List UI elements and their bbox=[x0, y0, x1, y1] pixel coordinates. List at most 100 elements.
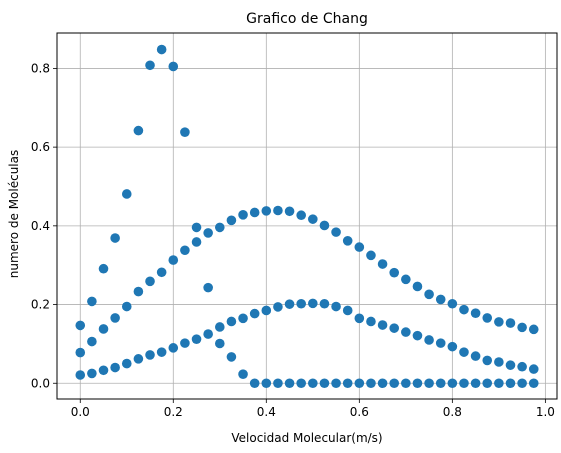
data-point bbox=[377, 378, 388, 389]
data-point bbox=[331, 378, 341, 389]
y-tick-label: 0.2 bbox=[31, 298, 50, 312]
data-point bbox=[238, 369, 248, 380]
data-point bbox=[424, 378, 434, 389]
data-point bbox=[168, 343, 179, 353]
data-point bbox=[459, 378, 469, 389]
data-point bbox=[401, 378, 411, 389]
data-point bbox=[145, 276, 155, 287]
data-point bbox=[528, 364, 539, 374]
data-point bbox=[319, 220, 330, 231]
data-points bbox=[75, 44, 539, 389]
data-point bbox=[308, 298, 318, 309]
data-point bbox=[98, 263, 109, 274]
data-point bbox=[249, 378, 260, 389]
data-point bbox=[296, 378, 306, 389]
x-tick-label: 0.6 bbox=[350, 405, 369, 419]
data-point bbox=[98, 324, 109, 334]
x-axis-ticks: 0.0 0.2 0.4 0.6 0.8 1.0 bbox=[71, 399, 555, 419]
data-point bbox=[156, 347, 167, 357]
data-point bbox=[342, 378, 353, 389]
data-point bbox=[203, 329, 213, 339]
data-point bbox=[354, 313, 365, 324]
data-point bbox=[389, 378, 400, 389]
data-point bbox=[261, 305, 272, 316]
data-point bbox=[447, 378, 458, 389]
data-point bbox=[505, 318, 516, 328]
data-point bbox=[319, 298, 330, 309]
x-tick-label: 0.0 bbox=[71, 405, 90, 419]
data-point bbox=[389, 323, 400, 333]
grid-lines bbox=[57, 33, 557, 399]
data-point bbox=[482, 313, 493, 323]
data-point bbox=[121, 358, 132, 369]
data-point bbox=[203, 282, 213, 293]
data-point bbox=[401, 327, 411, 337]
data-point bbox=[517, 378, 527, 389]
data-point bbox=[284, 206, 295, 217]
data-point bbox=[308, 214, 318, 224]
data-point bbox=[203, 228, 213, 238]
data-point bbox=[296, 210, 306, 221]
data-point bbox=[145, 350, 155, 360]
data-point bbox=[226, 316, 237, 327]
data-point bbox=[226, 215, 237, 226]
data-point bbox=[156, 44, 167, 55]
data-point bbox=[133, 125, 144, 136]
x-tick-label: 0.4 bbox=[257, 405, 276, 419]
y-tick-label: 0.8 bbox=[31, 61, 50, 75]
data-point bbox=[470, 378, 481, 389]
data-point bbox=[75, 320, 86, 331]
data-point bbox=[121, 189, 132, 199]
data-point bbox=[145, 60, 155, 71]
data-point bbox=[377, 320, 388, 330]
data-point bbox=[447, 298, 458, 309]
data-point bbox=[121, 301, 132, 312]
data-point bbox=[273, 205, 283, 216]
data-point bbox=[249, 207, 260, 218]
data-point bbox=[424, 335, 434, 345]
y-tick-label: 0.4 bbox=[31, 219, 50, 233]
data-point bbox=[87, 296, 97, 307]
data-point bbox=[133, 354, 144, 364]
data-point bbox=[435, 378, 446, 389]
data-point bbox=[342, 305, 353, 316]
data-point bbox=[238, 313, 248, 324]
data-point bbox=[273, 302, 283, 312]
data-point bbox=[75, 370, 86, 380]
data-point bbox=[517, 361, 527, 372]
data-point bbox=[180, 338, 190, 348]
data-point bbox=[505, 378, 516, 389]
data-point bbox=[517, 322, 527, 333]
y-tick-label: 0.0 bbox=[31, 376, 50, 390]
data-point bbox=[366, 378, 376, 389]
data-point bbox=[110, 362, 120, 373]
data-point bbox=[528, 324, 539, 335]
data-point bbox=[191, 237, 202, 247]
data-point bbox=[168, 255, 179, 265]
axes-frame bbox=[56, 32, 558, 400]
data-point bbox=[191, 222, 202, 233]
data-point bbox=[261, 206, 272, 216]
data-point bbox=[87, 368, 97, 379]
data-point bbox=[447, 341, 458, 352]
data-point bbox=[354, 242, 365, 252]
data-point bbox=[308, 378, 318, 389]
data-point bbox=[168, 61, 179, 72]
data-point bbox=[180, 245, 190, 256]
data-point bbox=[366, 250, 376, 261]
data-point bbox=[156, 267, 167, 278]
data-point bbox=[110, 233, 120, 243]
data-point bbox=[296, 298, 306, 309]
y-tick-label: 0.6 bbox=[31, 140, 50, 154]
data-point bbox=[412, 330, 423, 341]
data-point bbox=[459, 304, 469, 315]
data-point bbox=[494, 378, 504, 389]
data-point bbox=[238, 210, 248, 220]
data-point bbox=[331, 227, 341, 237]
data-point bbox=[389, 267, 400, 278]
data-point bbox=[249, 308, 260, 319]
data-point bbox=[261, 378, 272, 389]
y-axis-ticks: 0.0 0.2 0.4 0.6 0.8 bbox=[31, 61, 57, 390]
